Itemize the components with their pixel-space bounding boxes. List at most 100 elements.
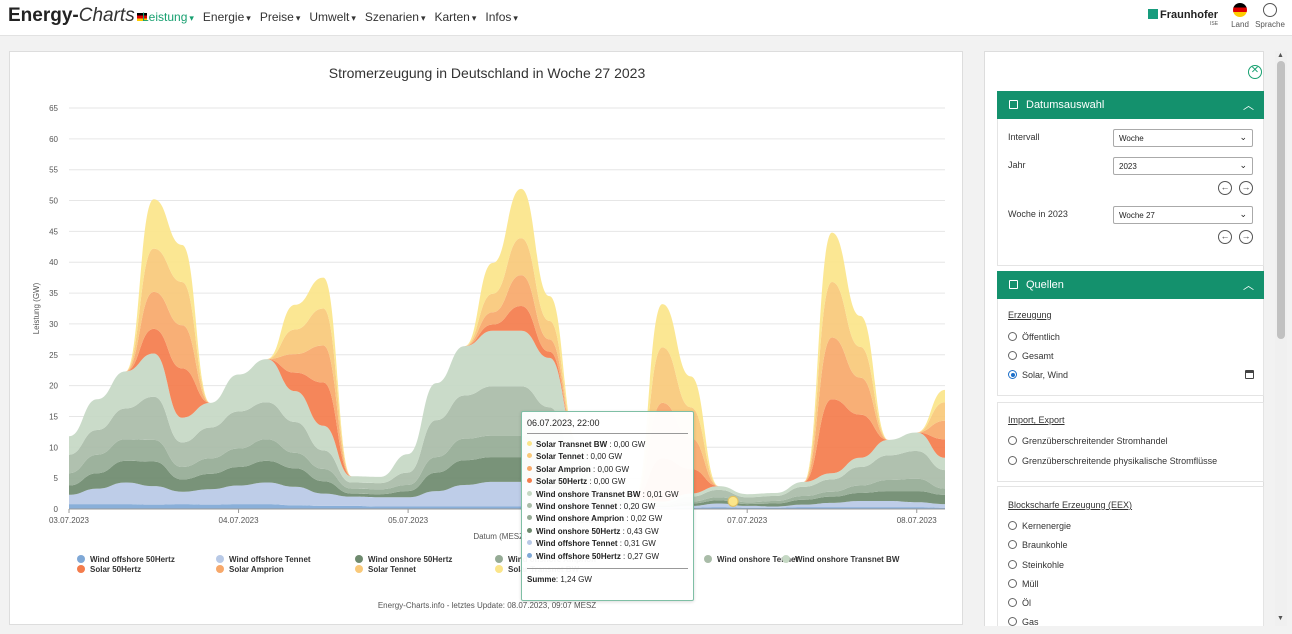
jahr-prev-button[interactable]: ← bbox=[1218, 181, 1232, 195]
scrollbar-thumb[interactable] bbox=[1277, 61, 1285, 339]
tooltip-row: Solar Amprion : 0,00 GW bbox=[527, 465, 688, 477]
scroll-down-icon[interactable]: ▼ bbox=[1277, 615, 1284, 622]
legend-color-dot bbox=[495, 555, 503, 563]
radio-gas[interactable]: Gas bbox=[1008, 617, 1039, 626]
x-tick-label: 03.07.2023 bbox=[49, 516, 90, 525]
jahr-select[interactable]: 2023 ⌄ bbox=[1113, 157, 1253, 175]
legend-label: Solar 50Hertz bbox=[90, 565, 142, 574]
tooltip-color-dot bbox=[527, 478, 532, 484]
y-tick-label: 55 bbox=[49, 166, 58, 175]
y-tick-label: 5 bbox=[54, 474, 59, 483]
chevron-down-icon: ▾ bbox=[471, 13, 477, 23]
radio-oeffentlich[interactable]: Öffentlich bbox=[1008, 332, 1060, 342]
legend-color-dot bbox=[704, 555, 712, 563]
tooltip-series-value: : 0,20 GW bbox=[617, 501, 656, 511]
tooltip-series-value: : 0,00 GW bbox=[607, 440, 646, 449]
logo-text-bold: Energy- bbox=[8, 5, 79, 26]
hover-marker bbox=[727, 495, 739, 507]
close-icon[interactable]: ✕ bbox=[1248, 65, 1262, 79]
x-axis-label: Datum (MESZ) bbox=[473, 532, 527, 541]
x-tick-label: 07.07.2023 bbox=[727, 516, 768, 525]
menu-infos[interactable]: Infos ▾ bbox=[485, 10, 518, 24]
legend-item[interactable]: Wind onshore Transnet BW bbox=[782, 555, 899, 564]
area-series-5 bbox=[69, 330, 945, 504]
land-selector[interactable]: Land bbox=[1223, 3, 1257, 29]
legend-label: Wind onshore Tennet bbox=[717, 555, 799, 564]
tooltip-series-name: Wind onshore 50Hertz bbox=[536, 526, 621, 536]
menu-umwelt[interactable]: Umwelt ▾ bbox=[309, 10, 356, 24]
woche-prev-button[interactable]: ← bbox=[1218, 230, 1232, 244]
tooltip-color-dot bbox=[527, 502, 532, 508]
legend-color-dot bbox=[216, 555, 224, 563]
language-selector[interactable]: Sprache bbox=[1253, 3, 1287, 29]
blockscharfe-title[interactable]: Blockscharfe Erzeugung (EEX) bbox=[1008, 500, 1133, 510]
legend-label: Wind onshore 50Hertz bbox=[368, 555, 453, 564]
menu-energie[interactable]: Energie ▾ bbox=[202, 10, 251, 24]
tooltip-row: Solar 50Hertz : 0,00 GW bbox=[527, 477, 688, 489]
legend-item[interactable]: Wind onshore Tennet bbox=[704, 555, 798, 564]
menu-leistung[interactable]: Leistung ▾ bbox=[142, 10, 194, 24]
radio-gesamt[interactable]: Gesamt bbox=[1008, 351, 1054, 361]
sidebar-scrollbar[interactable]: ▲ ▼ bbox=[1275, 51, 1287, 626]
legend-item[interactable]: Wind onshore 50Hertz bbox=[355, 555, 452, 564]
legend-item[interactable]: Solar 50Hertz bbox=[77, 565, 141, 574]
radio-kernenergie[interactable]: Kernenergie bbox=[1008, 521, 1071, 531]
legend-item[interactable]: Wind offshore 50Hertz bbox=[77, 555, 175, 564]
chevron-down-icon: ⌄ bbox=[1239, 209, 1247, 219]
energy-charts-logo[interactable]: Energy-Charts bbox=[8, 5, 147, 27]
legend-item[interactable]: Wind offshore Tennet bbox=[216, 555, 311, 564]
area-series-1 bbox=[69, 481, 945, 509]
y-axis-label: Leistung (GW) bbox=[32, 282, 41, 334]
y-tick-label: 0 bbox=[54, 505, 59, 514]
calendar-icon[interactable] bbox=[1245, 370, 1254, 379]
radio-steinkohle[interactable]: Steinkohle bbox=[1008, 560, 1064, 570]
legend-item[interactable]: Solar Amprion bbox=[216, 565, 284, 574]
scroll-up-icon[interactable]: ▲ bbox=[1277, 52, 1284, 59]
legend-label: Solar Amprion bbox=[229, 565, 284, 574]
jahr-next-button[interactable]: → bbox=[1239, 181, 1253, 195]
area-series-3 bbox=[69, 435, 945, 506]
erzeugung-title[interactable]: Erzeugung bbox=[1008, 310, 1052, 320]
chevron-down-icon: ⌄ bbox=[1239, 132, 1247, 142]
radio-muell[interactable]: Müll bbox=[1008, 579, 1039, 589]
tooltip-row: Solar Tennet : 0,00 GW bbox=[527, 452, 688, 464]
sidebar: ✕ Datumsauswahl ︿ Intervall Woche ⌄ Jahr … bbox=[984, 51, 1276, 626]
woche-next-button[interactable]: → bbox=[1239, 230, 1253, 244]
x-tick-label: 04.07.2023 bbox=[219, 516, 260, 525]
chevron-down-icon: ⌄ bbox=[1239, 160, 1247, 170]
radio-stromhandel[interactable]: Grenzüberschreitender Stromhandel bbox=[1008, 436, 1168, 446]
datumsauswahl-header[interactable]: Datumsauswahl ︿ bbox=[997, 91, 1264, 119]
x-tick-label: 05.07.2023 bbox=[388, 516, 429, 525]
quellen-header[interactable]: Quellen ︿ bbox=[997, 271, 1264, 299]
radio-oel[interactable]: Öl bbox=[1008, 598, 1031, 608]
radio-stromfluesse[interactable]: Grenzüberschreitende physikalische Strom… bbox=[1008, 456, 1217, 466]
y-tick-label: 65 bbox=[49, 104, 58, 113]
y-tick-label: 20 bbox=[49, 382, 58, 391]
radio-solar-wind[interactable]: Solar, Wind bbox=[1008, 370, 1068, 380]
chart-title: Stromerzeugung in Deutschland in Woche 2… bbox=[328, 65, 646, 81]
tooltip-series-name: Solar Amprion bbox=[536, 464, 591, 474]
legend-item[interactable]: Solar Tennet bbox=[355, 565, 416, 574]
tooltip-color-dot bbox=[527, 490, 532, 496]
y-tick-label: 10 bbox=[49, 443, 58, 452]
sources-icon bbox=[1009, 280, 1018, 289]
chart-svg[interactable]: 0 5 10 15 20 25 30 35 40 45 50 55 60 65 03.07.2023 04.0… bbox=[10, 52, 964, 626]
chevron-down-icon: ▾ bbox=[189, 13, 194, 23]
legend-label: Wind offshore Tennet bbox=[229, 555, 311, 564]
legend-color-dot bbox=[782, 555, 790, 563]
menu-szenarien[interactable]: Szenarien ▾ bbox=[364, 10, 426, 24]
radio-braunkohle[interactable]: Braunkohle bbox=[1008, 540, 1068, 550]
intervall-label: Intervall bbox=[1008, 132, 1040, 142]
woche-select[interactable]: Woche 27 ⌄ bbox=[1113, 206, 1253, 224]
menu-preise[interactable]: Preise ▾ bbox=[259, 10, 301, 24]
erzeugung-section: Erzeugung Öffentlich Gesamt Solar, Wind bbox=[997, 299, 1264, 396]
menu-karten[interactable]: Karten ▾ bbox=[434, 10, 477, 24]
fraunhofer-logo[interactable]: Fraunhofer ISE bbox=[1148, 9, 1218, 27]
x-tick-label: 08.07.2023 bbox=[897, 516, 938, 525]
y-tick-label: 30 bbox=[49, 320, 58, 329]
import-export-title[interactable]: Import, Export bbox=[1008, 415, 1065, 425]
tooltip-series-value: : 0,00 GW bbox=[587, 477, 626, 487]
german-flag-icon bbox=[136, 13, 147, 21]
tooltip-row: Wind offshore 50Hertz : 0,27 GW bbox=[527, 552, 688, 564]
intervall-select[interactable]: Woche ⌄ bbox=[1113, 129, 1253, 147]
